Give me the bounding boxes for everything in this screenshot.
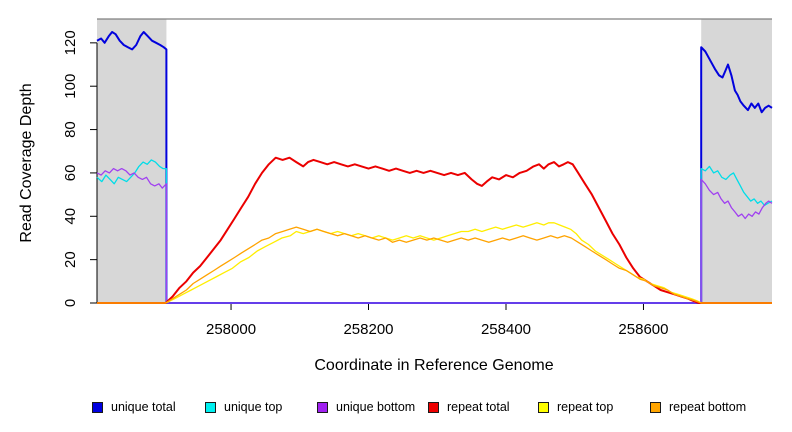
shaded-region [97, 19, 167, 303]
y-tick-label: 60 [62, 165, 79, 182]
x-tick-label: 258600 [618, 321, 668, 338]
repeat-bottom-swatch-icon [650, 401, 661, 413]
y-tick-label: 0 [62, 299, 79, 307]
series-line-unique-top [96, 159, 773, 304]
x-tick-label: 258200 [343, 321, 393, 338]
series-line-unique-bottom [96, 167, 773, 304]
legend-item-unique-bottom: unique bottom [317, 399, 415, 415]
x-axis-title: Coordinate in Reference Genome [314, 357, 553, 374]
legend-label: unique bottom [336, 400, 416, 414]
unique-bottom-swatch-icon [317, 401, 328, 413]
y-tick-label: 120 [62, 30, 79, 55]
y-tick-label: 100 [62, 74, 79, 99]
series-line-repeat-bottom [97, 226, 772, 304]
series-line-repeat-total [97, 156, 772, 304]
repeat-top-swatch-icon [538, 401, 549, 413]
legend-item-repeat-top: repeat top [538, 399, 613, 415]
x-tick-label: 258000 [206, 321, 256, 338]
legend-item-repeat-total: repeat total [428, 399, 510, 415]
repeat-total-swatch-icon [428, 401, 439, 413]
shaded-flank-regions [97, 18, 772, 303]
series-line-repeat-top [97, 222, 772, 304]
legend-item-repeat-bottom: repeat bottom [650, 399, 746, 415]
coverage-series-lines [96, 31, 773, 304]
x-tick-label: 258400 [481, 321, 531, 338]
legend-label: repeat total [447, 400, 510, 414]
y-tick-label: 80 [62, 121, 79, 138]
legend-item-unique-total: unique total [92, 399, 176, 415]
legend-label: repeat bottom [669, 400, 747, 414]
unique-total-swatch-icon [92, 401, 103, 413]
legend-item-unique-top: unique top [205, 399, 282, 415]
y-tick-label: 40 [62, 208, 79, 225]
y-tick-label: 20 [62, 251, 79, 268]
legend-label: unique top [224, 400, 283, 414]
legend-label: unique total [111, 400, 176, 414]
unique-top-swatch-icon [205, 401, 216, 413]
legend-label: repeat top [557, 400, 614, 414]
legend: unique total unique top unique bottom re… [0, 399, 792, 419]
series-line-unique-total [96, 31, 773, 304]
y-axis-title: Read Coverage Depth [18, 83, 35, 242]
